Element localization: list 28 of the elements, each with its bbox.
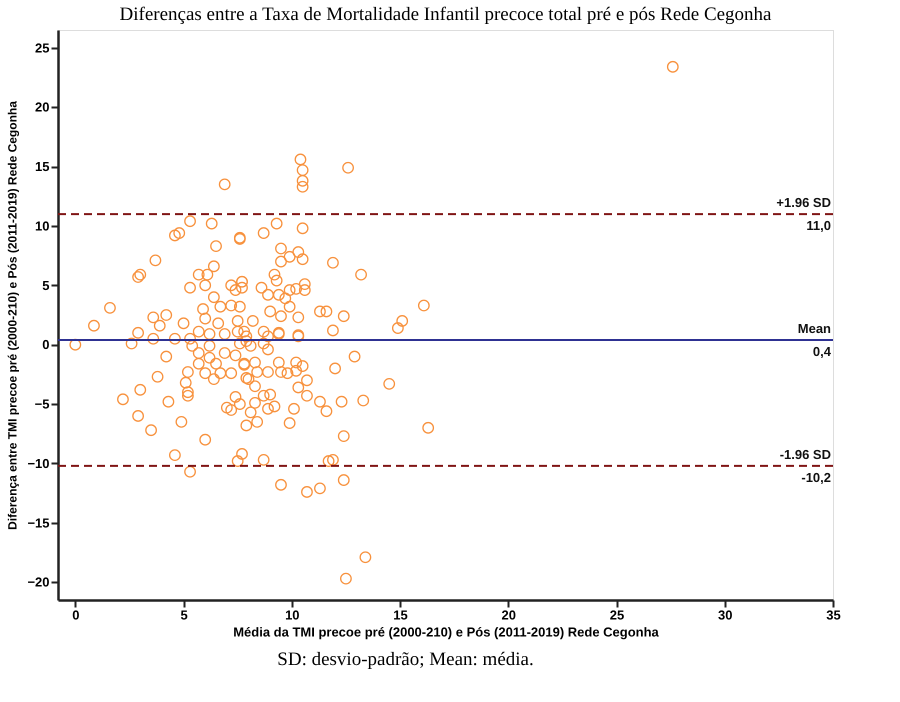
x-tick-label: 25 xyxy=(610,608,624,622)
y-tick-label: −5 xyxy=(34,396,50,412)
y-tick-label: 20 xyxy=(35,100,50,115)
y-tick-label: 15 xyxy=(35,159,50,174)
y-tick-label: 10 xyxy=(35,218,50,234)
x-tick-label: 30 xyxy=(718,608,732,622)
x-tick-label: 20 xyxy=(502,608,516,622)
ref-line-label: +1.96 SD xyxy=(776,195,831,210)
x-tick-label: 10 xyxy=(285,608,300,622)
y-tick-label: 5 xyxy=(42,278,50,293)
y-tick-label: 0 xyxy=(42,337,50,352)
x-tick-label: 15 xyxy=(393,608,408,622)
x-tick-label: 35 xyxy=(826,608,841,622)
y-tick-label: 25 xyxy=(35,40,50,56)
chart-title: Diferenças entre a Taxa de Mortalidade Infantil precoce total pré e pós Rede Cegonha xyxy=(120,4,772,25)
y-tick-label: −15 xyxy=(27,515,50,530)
x-tick-label: 5 xyxy=(180,608,188,622)
x-tick-label: 0 xyxy=(72,608,80,622)
ref-line-label: -1.96 SD xyxy=(780,446,831,462)
annotation: -10,2 xyxy=(801,470,831,485)
annotation: 0,4 xyxy=(812,344,832,359)
y-tick-label: −20 xyxy=(27,574,50,590)
ref-line-label: Mean xyxy=(798,320,832,336)
text: SD: desvio-padrão; Mean: média. xyxy=(277,649,534,670)
y-tick-label: −10 xyxy=(27,456,50,471)
annotation: 11,0 xyxy=(806,218,831,234)
x-axis-title: Média da TMI precoe pré (2000-210) e Pós (2011-2019) Rede Cegonha xyxy=(233,624,660,640)
y-axis-title: Diferença entre TMI precoe pré (2000-210) e Pós (2011-2019) Rede Cegonha xyxy=(5,100,20,530)
